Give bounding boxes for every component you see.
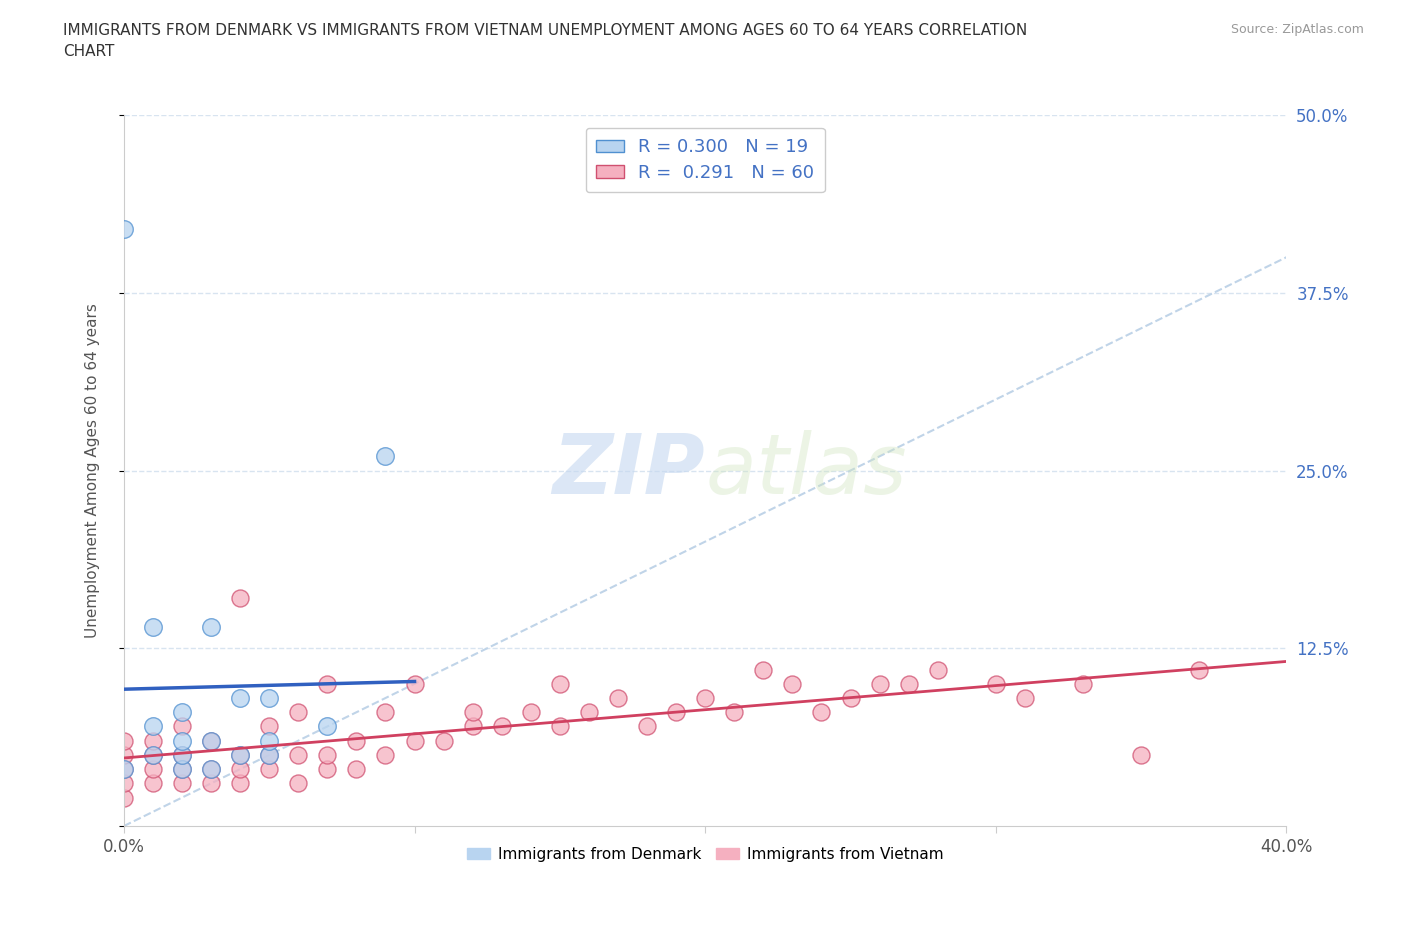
- Point: [112, 733, 135, 748]
- Point: [170, 776, 193, 790]
- Point: [548, 719, 571, 734]
- Point: [142, 748, 165, 763]
- Point: [170, 762, 193, 777]
- Point: [548, 676, 571, 691]
- Point: [257, 762, 280, 777]
- Point: [229, 691, 252, 706]
- Point: [665, 705, 688, 720]
- Text: ZIP: ZIP: [553, 430, 706, 511]
- Point: [607, 691, 630, 706]
- Point: [374, 705, 396, 720]
- Text: IMMIGRANTS FROM DENMARK VS IMMIGRANTS FROM VIETNAM UNEMPLOYMENT AMONG AGES 60 TO: IMMIGRANTS FROM DENMARK VS IMMIGRANTS FR…: [63, 23, 1028, 60]
- Point: [142, 619, 165, 634]
- Point: [170, 748, 193, 763]
- Point: [112, 762, 135, 777]
- Point: [927, 662, 949, 677]
- Point: [346, 762, 368, 777]
- Point: [112, 790, 135, 805]
- Point: [142, 719, 165, 734]
- Point: [346, 733, 368, 748]
- Point: [1014, 691, 1036, 706]
- Point: [229, 762, 252, 777]
- Point: [404, 676, 426, 691]
- Point: [200, 762, 222, 777]
- Point: [170, 748, 193, 763]
- Point: [200, 619, 222, 634]
- Point: [897, 676, 920, 691]
- Point: [984, 676, 1007, 691]
- Point: [1130, 748, 1153, 763]
- Point: [461, 705, 484, 720]
- Point: [170, 719, 193, 734]
- Point: [257, 719, 280, 734]
- Point: [287, 705, 309, 720]
- Point: [287, 748, 309, 763]
- Point: [200, 733, 222, 748]
- Point: [142, 748, 165, 763]
- Point: [257, 748, 280, 763]
- Text: atlas: atlas: [706, 430, 907, 511]
- Point: [374, 449, 396, 464]
- Point: [316, 676, 339, 691]
- Point: [200, 776, 222, 790]
- Point: [170, 733, 193, 748]
- Point: [200, 733, 222, 748]
- Point: [112, 762, 135, 777]
- Point: [782, 676, 804, 691]
- Point: [839, 691, 862, 706]
- Text: Source: ZipAtlas.com: Source: ZipAtlas.com: [1230, 23, 1364, 36]
- Point: [229, 776, 252, 790]
- Point: [810, 705, 832, 720]
- Point: [752, 662, 775, 677]
- Point: [142, 762, 165, 777]
- Point: [170, 762, 193, 777]
- Point: [287, 776, 309, 790]
- Point: [112, 776, 135, 790]
- Point: [142, 776, 165, 790]
- Point: [1188, 662, 1211, 677]
- Point: [257, 748, 280, 763]
- Point: [578, 705, 600, 720]
- Point: [1071, 676, 1094, 691]
- Point: [112, 748, 135, 763]
- Point: [170, 705, 193, 720]
- Point: [142, 733, 165, 748]
- Point: [200, 762, 222, 777]
- Point: [491, 719, 513, 734]
- Point: [461, 719, 484, 734]
- Point: [433, 733, 456, 748]
- Point: [374, 748, 396, 763]
- Point: [229, 591, 252, 606]
- Point: [316, 719, 339, 734]
- Legend: Immigrants from Denmark, Immigrants from Vietnam: Immigrants from Denmark, Immigrants from…: [461, 841, 949, 868]
- Point: [695, 691, 717, 706]
- Point: [520, 705, 543, 720]
- Point: [316, 748, 339, 763]
- Point: [257, 733, 280, 748]
- Point: [257, 691, 280, 706]
- Point: [404, 733, 426, 748]
- Point: [869, 676, 891, 691]
- Y-axis label: Unemployment Among Ages 60 to 64 years: Unemployment Among Ages 60 to 64 years: [86, 303, 100, 638]
- Point: [723, 705, 745, 720]
- Point: [112, 221, 135, 236]
- Point: [229, 748, 252, 763]
- Point: [636, 719, 658, 734]
- Point: [229, 748, 252, 763]
- Point: [316, 762, 339, 777]
